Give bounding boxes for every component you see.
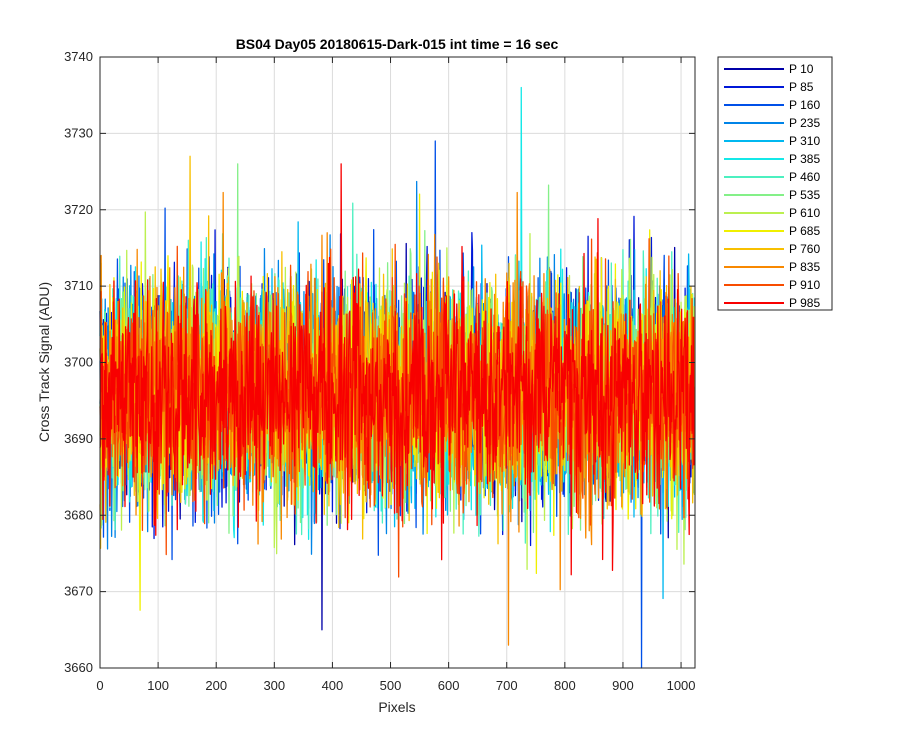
legend-label: P 460 (789, 170, 820, 184)
legend-label: P 985 (789, 296, 820, 310)
y-axis-title: Cross Track Signal (ADU) (36, 282, 52, 442)
legend-label: P 910 (789, 278, 820, 292)
legend-label: P 235 (789, 116, 820, 130)
y-tick-label: 3720 (64, 202, 93, 217)
y-tick-label: 3690 (64, 431, 93, 446)
x-tick-label: 300 (263, 678, 285, 693)
y-tick-label: 3740 (64, 49, 93, 64)
y-tick-label: 3730 (64, 125, 93, 140)
legend-label: P 610 (789, 206, 820, 220)
legend-label: P 310 (789, 134, 820, 148)
x-axis-title: Pixels (378, 699, 415, 715)
axis-ticks: 0 100 200 300 400 500 600 700 800 900 1000 3660 3670… (64, 49, 695, 693)
y-tick-label: 3680 (64, 507, 93, 522)
legend-label: P 85 (789, 80, 814, 94)
chart-title: BS04 Day05 20180615-Dark-015 int time = … (236, 36, 559, 52)
x-tick-label: 500 (380, 678, 402, 693)
legend-label: P 685 (789, 224, 820, 238)
legend-label: P 10 (789, 62, 814, 76)
x-tick-label: 700 (496, 678, 518, 693)
x-tick-label: 1000 (667, 678, 696, 693)
x-tick-label: 0 (96, 678, 103, 693)
legend-label: P 835 (789, 260, 820, 274)
y-tick-label: 3710 (64, 278, 93, 293)
x-tick-label: 600 (438, 678, 460, 693)
legend-label: P 760 (789, 242, 820, 256)
legend-label: P 160 (789, 98, 820, 112)
y-tick-label: 3660 (64, 660, 93, 675)
y-tick-label: 3670 (64, 584, 93, 599)
x-tick-label: 200 (205, 678, 227, 693)
series-lines (99, 86, 696, 669)
series-line-p-985 (99, 163, 696, 576)
legend-label: P 535 (789, 188, 820, 202)
x-tick-label: 100 (147, 678, 169, 693)
x-tick-label: 900 (612, 678, 634, 693)
y-tick-label: 3700 (64, 355, 93, 370)
legend-label: P 385 (789, 152, 820, 166)
x-tick-label: 800 (554, 678, 576, 693)
x-tick-label: 400 (322, 678, 344, 693)
legend: P 10 P 85 P 160 P 235 P 310 P 385 P 460 P 535 P … (717, 56, 833, 311)
